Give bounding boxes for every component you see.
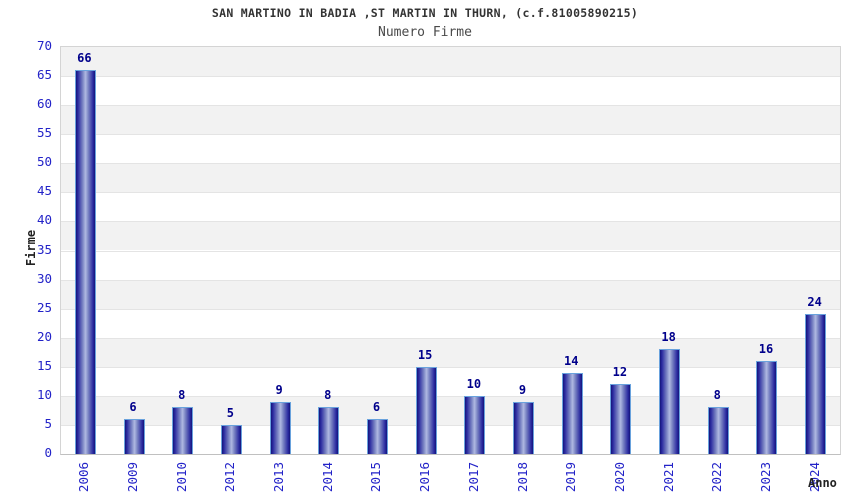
bar-value-label: 15 xyxy=(417,348,433,362)
bar-value-label: 14 xyxy=(563,354,579,368)
bar-2015 xyxy=(366,419,388,454)
grid-band xyxy=(61,366,840,396)
bar-2018 xyxy=(513,402,535,454)
bar-2016 xyxy=(415,367,437,454)
x-axis-tick-label: 2019 xyxy=(563,461,579,493)
x-axis-tick-label: 2016 xyxy=(417,461,433,493)
grid-band xyxy=(61,308,840,338)
bar-2020 xyxy=(610,384,632,454)
bar-2017 xyxy=(464,396,486,454)
bar-value-label: 8 xyxy=(324,388,332,402)
y-axis-tick-label: 5 xyxy=(44,415,52,431)
bar-2014 xyxy=(318,407,340,454)
bar-2019 xyxy=(561,373,583,454)
bar-value-label: 10 xyxy=(466,377,482,391)
grid-band xyxy=(61,279,840,309)
y-axis-tick-label: 35 xyxy=(36,241,52,257)
y-axis-tick-label: 10 xyxy=(36,386,52,402)
bar-value-label: 5 xyxy=(226,406,235,420)
y-axis-tick-label: 40 xyxy=(36,212,52,228)
y-axis-tick-label: 65 xyxy=(36,67,52,83)
bar-value-label: 24 xyxy=(807,295,822,309)
bar-2024 xyxy=(805,314,827,454)
grid-band xyxy=(61,192,840,222)
x-axis-tick-label: 2018 xyxy=(514,461,530,493)
bar-2006 xyxy=(74,70,96,454)
bar-value-label: 6 xyxy=(372,400,381,414)
y-axis-tick-label: 30 xyxy=(36,270,52,286)
grid-band xyxy=(61,337,840,367)
y-axis-tick-label: 45 xyxy=(36,183,52,199)
x-axis-tick-label: 2012 xyxy=(222,461,238,493)
bar-value-label: 66 xyxy=(77,51,92,65)
x-axis-tick-label: 2020 xyxy=(611,461,627,493)
plot-area xyxy=(60,46,841,455)
y-axis-tick-label: 15 xyxy=(36,357,52,373)
bar-value-label: 18 xyxy=(661,330,676,344)
bar-value-label: 6 xyxy=(129,400,137,414)
x-axis-tick-label: 2014 xyxy=(319,461,335,493)
bar-value-label: 9 xyxy=(275,383,283,397)
grid-band xyxy=(61,163,840,193)
y-axis-tick-label: 20 xyxy=(36,328,52,344)
y-axis-tick-label: 70 xyxy=(36,38,52,53)
y-axis-tick-label: 50 xyxy=(36,154,52,170)
bar-2022 xyxy=(707,407,729,454)
x-axis-tick-label: 2006 xyxy=(76,461,92,493)
bar-2021 xyxy=(659,349,681,454)
x-axis-tick-label: 2022 xyxy=(709,461,725,493)
y-axis-tick-label: 0 xyxy=(44,445,52,460)
bar-value-label: 16 xyxy=(758,342,774,356)
bar-2009 xyxy=(123,419,145,454)
bar-value-label: 9 xyxy=(518,383,527,397)
x-axis-tick-label: 2023 xyxy=(757,461,773,493)
x-axis-tick-label: 2013 xyxy=(271,461,287,493)
y-axis-tick-label: 25 xyxy=(36,299,52,315)
bar-2012 xyxy=(220,425,242,454)
bar-2013 xyxy=(269,402,291,454)
chart-subtitle: Numero Firme xyxy=(378,25,472,40)
bar-value-label: 12 xyxy=(612,365,628,379)
bar-value-label: 8 xyxy=(178,388,186,402)
x-axis-tick-label: 2021 xyxy=(660,461,676,493)
x-axis-tick-label: 2017 xyxy=(465,461,481,493)
x-axis-label: Anno xyxy=(808,476,837,490)
x-axis-tick-label: 2010 xyxy=(173,461,189,493)
bar-value-label: 8 xyxy=(713,388,721,402)
grid-band xyxy=(61,134,840,164)
y-axis-tick-label: 60 xyxy=(36,96,52,112)
chart-title: SAN MARTINO IN BADIA ,ST MARTIN IN THURN… xyxy=(211,6,639,20)
x-axis-tick-label: 2015 xyxy=(368,461,384,493)
grid-band xyxy=(61,221,840,251)
grid-band xyxy=(61,250,840,280)
grid-band xyxy=(61,105,840,135)
bar-2023 xyxy=(756,361,778,454)
grid-band xyxy=(61,76,840,106)
x-axis-tick-label: 2009 xyxy=(125,461,141,493)
y-axis-tick-label: 55 xyxy=(36,125,52,141)
grid-band xyxy=(61,47,840,77)
bar-2010 xyxy=(172,407,194,454)
